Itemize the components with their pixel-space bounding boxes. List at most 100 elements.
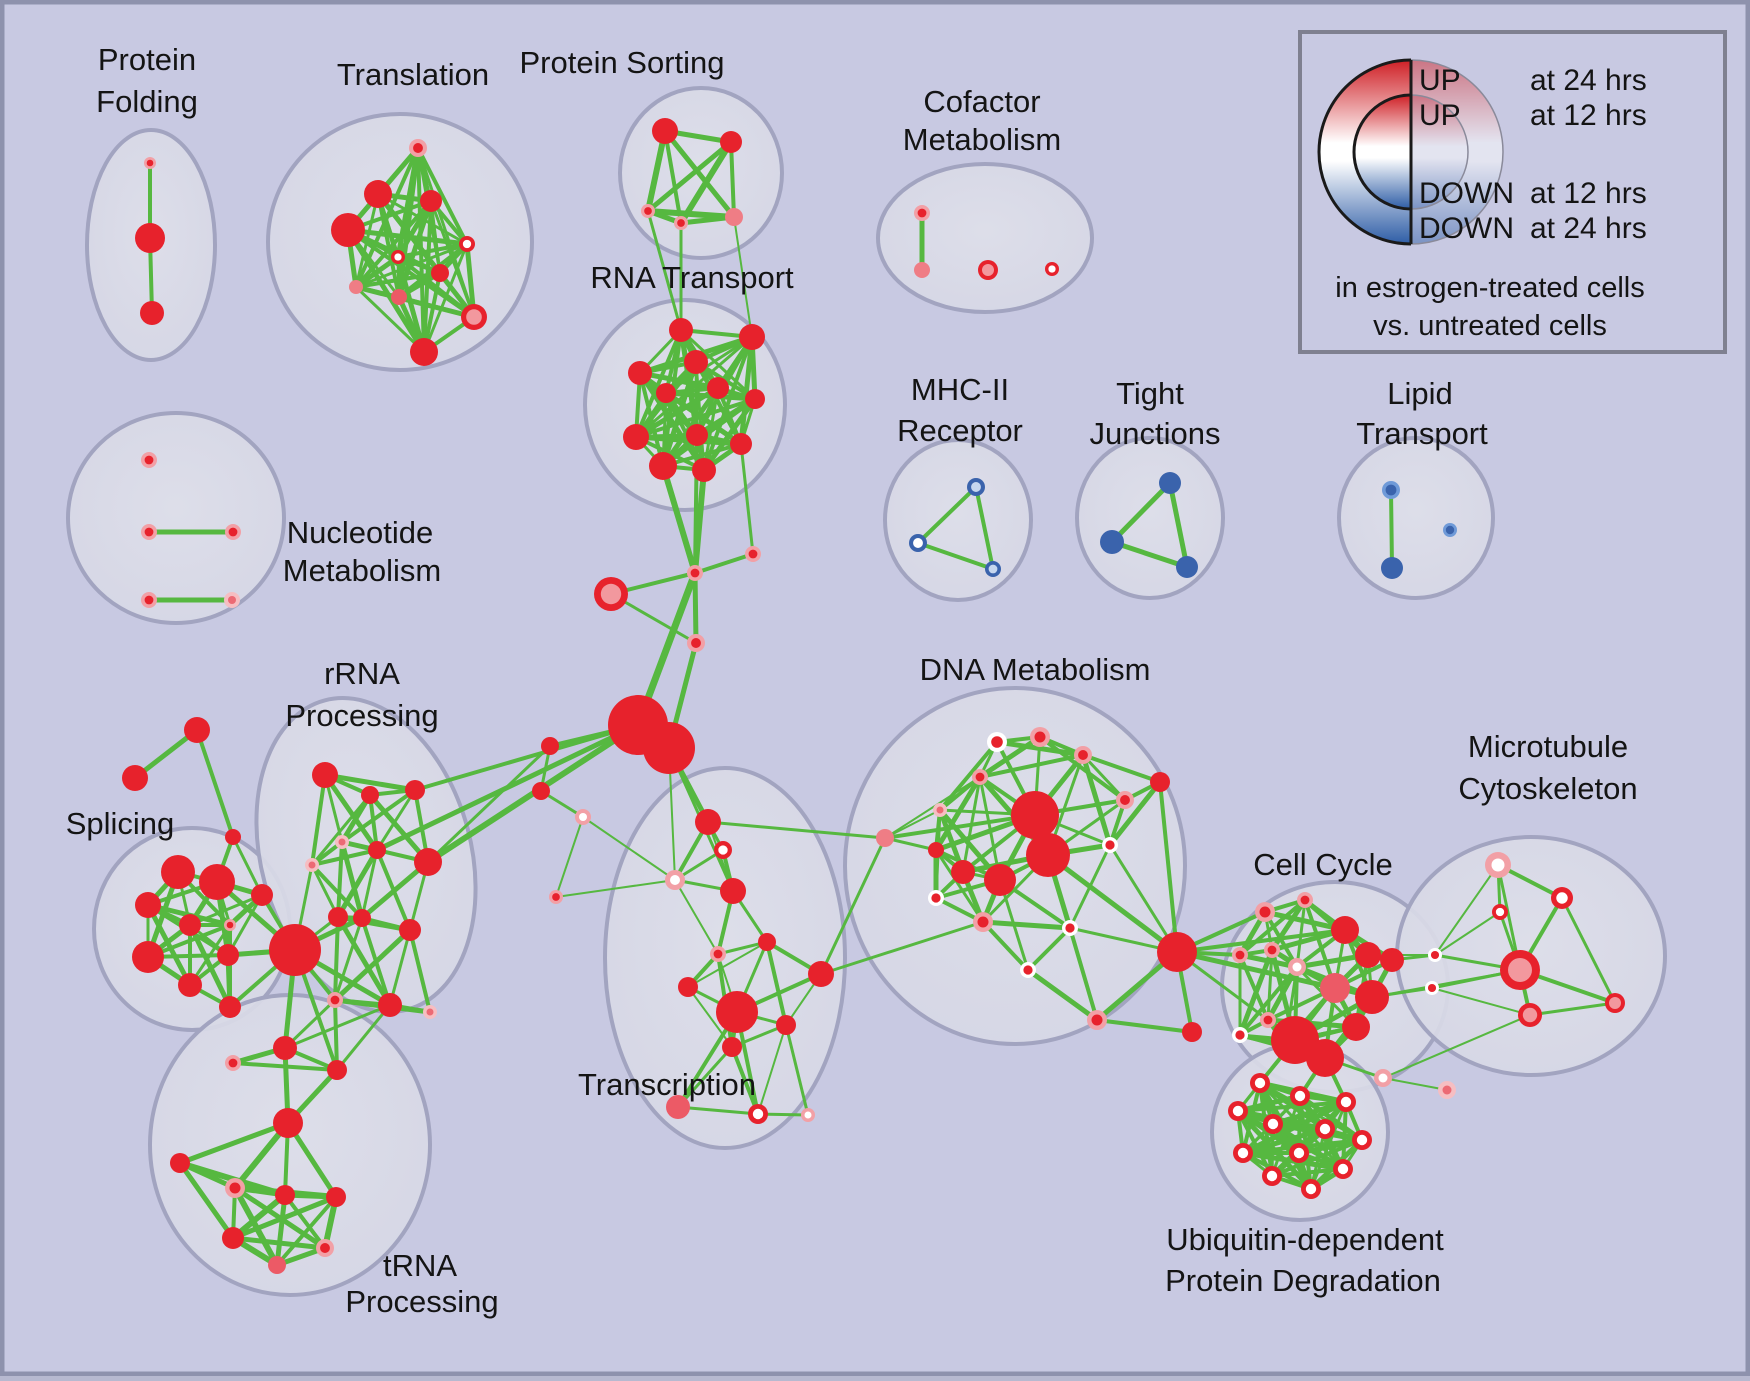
gene-node-dna-0[interactable] [987, 732, 1007, 752]
gene-node-mhc-0[interactable] [967, 478, 985, 496]
gene-node-spl-4[interactable] [224, 919, 236, 931]
gene-node-trna-3[interactable] [275, 1185, 295, 1205]
gene-node-pf-1[interactable] [135, 223, 165, 253]
gene-node-cof-2[interactable] [978, 260, 998, 280]
gene-node-rt-6[interactable] [745, 389, 765, 409]
gene-node-dna-16[interactable] [1062, 920, 1078, 936]
gene-node-nuc-1[interactable] [141, 524, 157, 540]
gene-node-rrna-1[interactable] [361, 786, 379, 804]
gene-node-ubi-10[interactable] [1262, 1166, 1282, 1186]
gene-node-tra-3[interactable] [420, 190, 442, 212]
gene-node-mid-7[interactable] [532, 782, 550, 800]
gene-node-dna-15[interactable] [1020, 962, 1036, 978]
gene-node-trans-10[interactable] [722, 1037, 742, 1057]
gene-node-mt-8[interactable] [1438, 1081, 1456, 1099]
gene-node-trna-4[interactable] [326, 1187, 346, 1207]
gene-node-cc-9[interactable] [1355, 980, 1389, 1014]
gene-node-tra-10[interactable] [410, 338, 438, 366]
gene-node-rrna-12[interactable] [378, 993, 402, 1017]
gene-node-dna-5[interactable] [928, 842, 944, 858]
gene-node-rrna-3[interactable] [335, 835, 349, 849]
gene-node-rt-4[interactable] [656, 383, 676, 403]
gene-node-ubi-8[interactable] [1289, 1143, 1309, 1163]
gene-node-cc-2[interactable] [1232, 947, 1248, 963]
gene-node-dna-14[interactable] [973, 912, 993, 932]
gene-node-dna-17[interactable] [1087, 1010, 1107, 1030]
gene-node-mhc-1[interactable] [909, 534, 927, 552]
gene-node-cc-10[interactable] [1342, 1013, 1370, 1041]
gene-node-ubi-6[interactable] [1352, 1130, 1372, 1150]
gene-node-mid-8[interactable] [575, 809, 591, 825]
gene-node-mt-7[interactable] [1518, 1003, 1542, 1027]
gene-node-cc-0[interactable] [1255, 902, 1275, 922]
gene-node-spl-7[interactable] [178, 973, 202, 997]
gene-node-spl-6[interactable] [217, 944, 239, 966]
gene-node-rt-0[interactable] [669, 318, 693, 342]
gene-node-dna-6[interactable] [951, 860, 975, 884]
gene-node-mt-5[interactable] [1500, 950, 1540, 990]
gene-node-rrna-9[interactable] [399, 919, 421, 941]
gene-node-ubi-3[interactable] [1228, 1101, 1248, 1121]
gene-node-rrna-7[interactable] [328, 907, 348, 927]
gene-node-dna-13[interactable] [928, 890, 944, 906]
gene-node-dna-11[interactable] [1116, 791, 1134, 809]
gene-node-dna-1[interactable] [1030, 727, 1050, 747]
gene-node-dna-19[interactable] [1157, 932, 1197, 972]
gene-node-mhc-2[interactable] [985, 561, 1001, 577]
gene-node-mt-9[interactable] [1374, 1069, 1392, 1087]
gene-node-trans-5[interactable] [710, 946, 726, 962]
gene-node-ubi-5[interactable] [1315, 1119, 1335, 1139]
gene-node-trna-7[interactable] [268, 1256, 286, 1274]
gene-node-nuc-0[interactable] [141, 452, 157, 468]
gene-node-tra-9[interactable] [461, 304, 487, 330]
gene-node-tri-1[interactable] [122, 765, 148, 791]
gene-node-trans-7[interactable] [678, 977, 698, 997]
gene-node-mid-1[interactable] [643, 722, 695, 774]
gene-node-rt-8[interactable] [686, 424, 708, 446]
gene-node-mid-9[interactable] [876, 829, 894, 847]
gene-node-ps-3[interactable] [674, 216, 688, 230]
gene-node-trans-3[interactable] [720, 878, 746, 904]
gene-node-rrna-6[interactable] [414, 848, 442, 876]
gene-node-cc-1[interactable] [1297, 892, 1313, 908]
gene-node-lip-0[interactable] [1382, 481, 1400, 499]
gene-node-trna-1[interactable] [170, 1153, 190, 1173]
gene-node-mt-4[interactable] [1492, 904, 1508, 920]
gene-node-mt-1[interactable] [1425, 981, 1439, 995]
gene-node-ubi-11[interactable] [1301, 1179, 1321, 1199]
gene-node-dna-12[interactable] [1150, 772, 1170, 792]
gene-node-tra-0[interactable] [409, 139, 427, 157]
gene-node-tra-5[interactable] [391, 250, 405, 264]
gene-node-cc-4[interactable] [1288, 958, 1306, 976]
gene-node-mt-0[interactable] [1428, 948, 1442, 962]
gene-node-mid-3[interactable] [687, 565, 703, 581]
gene-node-cof-1[interactable] [914, 262, 930, 278]
gene-node-ps-1[interactable] [720, 131, 742, 153]
gene-node-tra-7[interactable] [349, 280, 363, 294]
gene-node-dna-4[interactable] [933, 803, 947, 817]
gene-node-trna-5[interactable] [222, 1227, 244, 1249]
gene-node-tra-4[interactable] [459, 236, 475, 252]
gene-node-ubi-2[interactable] [1336, 1092, 1356, 1112]
gene-node-trans-8[interactable] [716, 991, 758, 1033]
gene-node-ubi-1[interactable] [1290, 1086, 1310, 1106]
gene-node-rrna-11[interactable] [327, 992, 343, 1008]
gene-node-rrna-8[interactable] [353, 909, 371, 927]
gene-node-mid-4[interactable] [745, 546, 761, 562]
gene-node-trna-2[interactable] [225, 1178, 245, 1198]
gene-node-mt-3[interactable] [1551, 887, 1573, 909]
gene-node-dna-7[interactable] [1011, 791, 1059, 839]
gene-node-ubi-4[interactable] [1263, 1114, 1283, 1134]
gene-node-rrna-16[interactable] [225, 1055, 241, 1071]
gene-node-tj-1[interactable] [1100, 530, 1124, 554]
gene-node-trans-4[interactable] [758, 933, 776, 951]
gene-node-nuc-4[interactable] [224, 592, 240, 608]
gene-node-spl-2[interactable] [135, 892, 161, 918]
gene-node-rt-1[interactable] [739, 324, 765, 350]
gene-node-trans-11[interactable] [666, 1095, 690, 1119]
gene-node-trna-6[interactable] [316, 1239, 334, 1257]
gene-node-dna-8[interactable] [1026, 833, 1070, 877]
gene-node-mid-5[interactable] [687, 634, 705, 652]
gene-node-mt-2[interactable] [1485, 852, 1511, 878]
gene-node-nuc-2[interactable] [225, 524, 241, 540]
